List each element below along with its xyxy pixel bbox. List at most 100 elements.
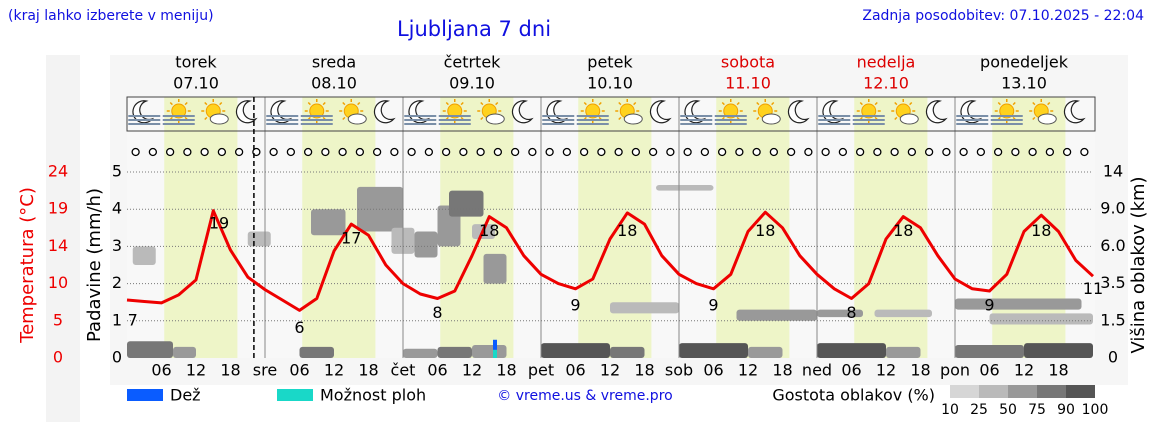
wind-calm [165,147,175,157]
side-panel [46,55,80,422]
y-tick-label: 4 [112,199,122,218]
wind-calm [907,147,917,157]
wind-calm [545,147,554,157]
x-tick-label: 18 [634,361,654,380]
cloud-cell [748,346,783,358]
temp-label: 11 [1083,279,1103,298]
cloud-tick-label: 14 [1103,162,1123,181]
y-tick-label: 3 [112,236,122,255]
x-tick-label: 18 [910,361,930,380]
icon-ray [1047,101,1051,106]
wind-calm [269,147,278,157]
x-tick-label: 12 [738,361,758,380]
temp-label: 18 [1031,221,1051,240]
wind-calm [459,147,468,157]
x-tick-label: sob [665,361,693,380]
cloud-cell [541,343,610,358]
density-swatch [1008,385,1037,398]
icon-ray [721,101,725,106]
wind-calm [338,147,347,157]
wind-calm [976,147,986,157]
icon-ray [169,101,173,106]
temp-label: 18 [893,221,913,240]
hint: (kraj lahko izberete v meniju) [8,8,214,24]
x-tick-label: 06 [427,361,447,380]
icon-sun [447,103,463,119]
wind-calm [510,147,520,157]
x-tick-label: 06 [979,361,999,380]
x-tick-label: 18 [496,361,516,380]
day-name: torek [175,53,217,72]
legend-swatch [127,389,163,401]
wind-calm [666,147,675,157]
x-tick-label: 12 [1014,361,1034,380]
x-tick-label: ned [802,361,832,380]
icon-sun [309,103,325,119]
density-tick: 75 [1028,402,1046,418]
wind-calm [131,147,140,157]
icon-ray [357,101,361,106]
wind-calm [752,147,761,157]
temp-tick-label: 5 [53,310,63,329]
cloud-cell [483,253,507,284]
wind-calm [942,147,951,157]
day-name: četrtek [444,53,502,72]
icon-moon [925,100,948,124]
density-tick: 90 [1057,402,1075,418]
y-tick-label: 2 [112,273,122,292]
wind-calm [372,147,382,157]
temp-tick-label: 19 [48,199,68,218]
icon-ray [859,101,863,106]
icon-ray [204,101,208,106]
density-swatch [950,385,979,398]
wind-calm [959,147,968,157]
x-tick-label: 12 [462,361,482,380]
x-tick-label: sre [253,361,277,380]
icon-ray [756,116,760,121]
icon-sun [723,103,739,119]
credit: © vreme.us & vreme.pro [497,388,672,404]
density-tick: 25 [970,402,988,418]
wind-calm [873,147,882,157]
icon-moon [684,100,707,124]
wind-calm [597,147,606,157]
wind-calm [390,147,399,157]
cloud-cell [610,346,645,358]
wind-calm [769,147,779,157]
wind-calm [407,147,416,157]
icon-strip [126,96,1096,132]
icon-moon [511,100,534,124]
density-swatch [1066,385,1095,398]
wind-calm [562,147,572,157]
icon-sun [585,103,601,119]
icon-cloud [623,113,643,125]
wind-calm [1062,147,1072,157]
day-date: 10.10 [587,74,633,93]
wind-calm [441,147,451,157]
temp-label: 9 [570,296,580,315]
cloud-cell [1024,343,1093,358]
cloud-cell [173,346,196,358]
cloud-cell [403,348,438,358]
wind-calm [424,147,434,157]
cloud-tick-label: 9.0 [1100,199,1125,218]
cloud-cell [311,209,346,236]
density-tick: 100 [1082,402,1109,418]
temp-label: 7 [128,310,138,329]
x-tick-label: pet [528,361,554,380]
icon-moon [787,100,810,124]
density-swatch [1037,385,1066,398]
wind-calm [631,147,641,157]
cloud-tick-label: 6.0 [1100,236,1125,255]
wind-calm [993,147,1003,157]
cloud-cell [247,231,271,247]
y-axis-label: Padavine (mm/h) [84,188,105,342]
icon-ray [460,101,464,106]
temp-label: 8 [846,303,856,322]
icon-moon [132,100,155,124]
updated: Zadnja posodobitev: 07.10.2025 - 22:04 [862,8,1144,24]
wind-calm [1028,147,1037,157]
icon-moon [235,100,258,124]
title: Ljubljana 7 dni [397,17,551,41]
temp-label: 8 [432,303,442,322]
